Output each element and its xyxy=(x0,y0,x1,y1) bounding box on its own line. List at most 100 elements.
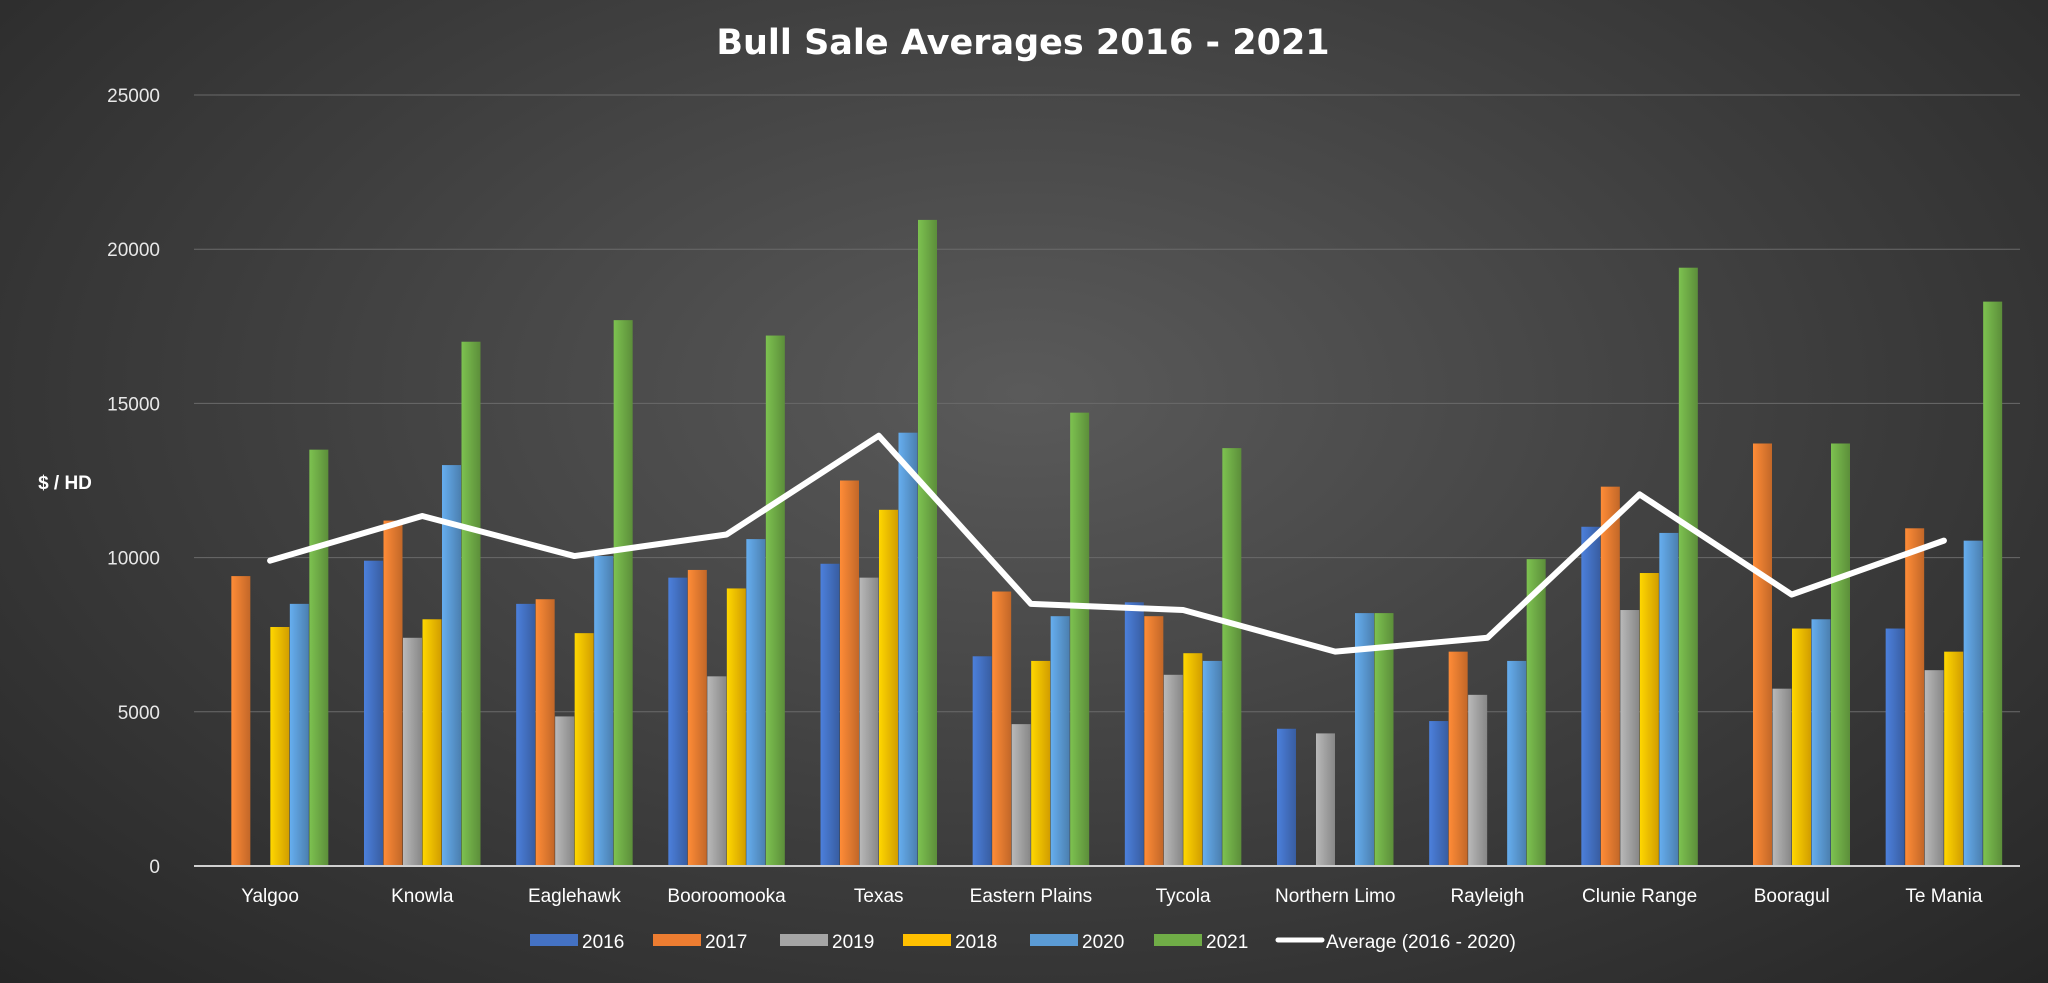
legend-swatch xyxy=(653,934,701,946)
gridlines xyxy=(194,94,2020,713)
bar-2021 xyxy=(309,449,329,866)
legend-swatch xyxy=(903,934,951,946)
bar-2018 xyxy=(726,588,746,866)
bar-2019 xyxy=(1316,733,1335,866)
x-tick-label: Booragul xyxy=(1754,886,1830,907)
bar-2020 xyxy=(1659,532,1679,866)
bar-2018 xyxy=(422,619,442,866)
x-axis-ticks: Yalgoo Knowla Eaglehawk Booroomooka Texas Eas… xyxy=(241,886,1983,907)
average-point xyxy=(1790,593,1793,596)
bar-2020 xyxy=(898,432,918,866)
bar-2016 xyxy=(972,656,992,866)
legend-item: 2020 xyxy=(1030,932,1124,953)
bar-2017 xyxy=(1905,528,1925,866)
bar-2019 xyxy=(1011,724,1031,866)
x-tick-label: Eaglehawk xyxy=(528,886,621,907)
legend-item: 2016 xyxy=(530,932,624,953)
bar-2021 xyxy=(1222,448,1242,866)
bar-2017 xyxy=(535,599,555,866)
bar-2020 xyxy=(1507,660,1527,866)
bar-2021 xyxy=(613,320,633,867)
legend-label: 2020 xyxy=(1082,932,1124,953)
x-tick-label: Eastern Plains xyxy=(970,886,1093,907)
average-point xyxy=(1486,636,1489,639)
bar-2016 xyxy=(1429,721,1449,866)
y-axis-label: $ / HD xyxy=(38,473,92,494)
legend-label: 2021 xyxy=(1206,932,1248,953)
x-tick-label: Texas xyxy=(854,886,904,907)
bar-2016 xyxy=(1124,602,1144,866)
bar-2020 xyxy=(1355,613,1374,866)
bar-2016 xyxy=(1581,526,1601,866)
y-tick-label: 20000 xyxy=(107,240,160,261)
legend-label: 2017 xyxy=(705,932,747,953)
average-point xyxy=(1029,602,1032,605)
bar-2017 xyxy=(1600,486,1620,866)
bar-2017 xyxy=(687,569,707,866)
bar-2016 xyxy=(1885,628,1905,866)
bar-2016 xyxy=(516,603,536,866)
bar-2021 xyxy=(765,335,785,866)
x-tick-label: Knowla xyxy=(391,886,454,907)
y-tick-label: 25000 xyxy=(107,86,160,107)
bar-2020 xyxy=(1202,660,1222,866)
average-line-series xyxy=(267,432,1947,655)
average-point xyxy=(1942,539,1945,542)
bar-2016 xyxy=(668,577,688,866)
bar-2021 xyxy=(1983,301,2003,866)
x-tick-label: Northern Limo xyxy=(1275,886,1395,907)
legend-label: 2019 xyxy=(832,932,874,953)
legend-swatch xyxy=(780,934,828,946)
bar-2019 xyxy=(1620,610,1640,866)
legend-label: Average (2016 - 2020) xyxy=(1326,932,1516,953)
bars xyxy=(231,219,2003,867)
bar-2016 xyxy=(820,563,840,866)
bar-2020 xyxy=(746,539,766,866)
bar-2016 xyxy=(364,560,383,866)
bar-2017 xyxy=(1448,651,1468,866)
bar-2021 xyxy=(1374,613,1394,866)
legend-item: 2021 xyxy=(1154,932,1248,953)
average-point xyxy=(1638,493,1641,496)
x-tick-label: Tycola xyxy=(1156,886,1211,907)
average-point xyxy=(725,533,728,536)
y-tick-label: 15000 xyxy=(107,394,160,415)
bar-2020 xyxy=(1963,540,1983,866)
bar-2020 xyxy=(1811,619,1831,866)
bar-2020 xyxy=(289,603,309,866)
bar-2018 xyxy=(879,509,898,866)
bar-2018 xyxy=(1183,653,1203,866)
legend: 2016 2017 2019 2018 2020 2021 Average (2016 - … xyxy=(530,932,1516,953)
bar-2017 xyxy=(840,480,859,866)
x-tick-label: Booroomooka xyxy=(667,886,786,907)
x-tick-label: Rayleigh xyxy=(1450,886,1524,907)
legend-swatch xyxy=(530,934,578,946)
y-tick-label: 10000 xyxy=(107,549,160,570)
bar-2019 xyxy=(555,716,575,866)
bar-2018 xyxy=(574,633,594,866)
average-point xyxy=(877,434,880,437)
bar-2018 xyxy=(1944,651,1964,866)
bar-2021 xyxy=(1526,559,1546,866)
legend-swatch xyxy=(1154,934,1202,946)
bar-2019 xyxy=(1772,688,1792,866)
bar-2021 xyxy=(918,219,937,867)
legend-item: 2019 xyxy=(780,932,874,953)
legend-label: 2016 xyxy=(582,932,624,953)
x-tick-label: Yalgoo xyxy=(241,886,299,907)
bar-2021 xyxy=(1678,267,1698,867)
bar-2017 xyxy=(992,591,1012,866)
bar-2017 xyxy=(1144,616,1164,866)
y-tick-label: 5000 xyxy=(118,703,160,724)
legend-item: 2017 xyxy=(653,932,747,953)
bar-2019 xyxy=(1163,674,1183,866)
bar-2019 xyxy=(1468,694,1488,866)
legend-item: Average (2016 - 2020) xyxy=(1275,932,1516,953)
bar-2019 xyxy=(403,637,422,866)
y-axis-ticks: 0 5000 10000 15000 20000 25000 xyxy=(107,86,160,878)
bar-2018 xyxy=(1792,628,1811,866)
bar-2017 xyxy=(231,576,251,866)
bar-2017 xyxy=(383,520,403,866)
